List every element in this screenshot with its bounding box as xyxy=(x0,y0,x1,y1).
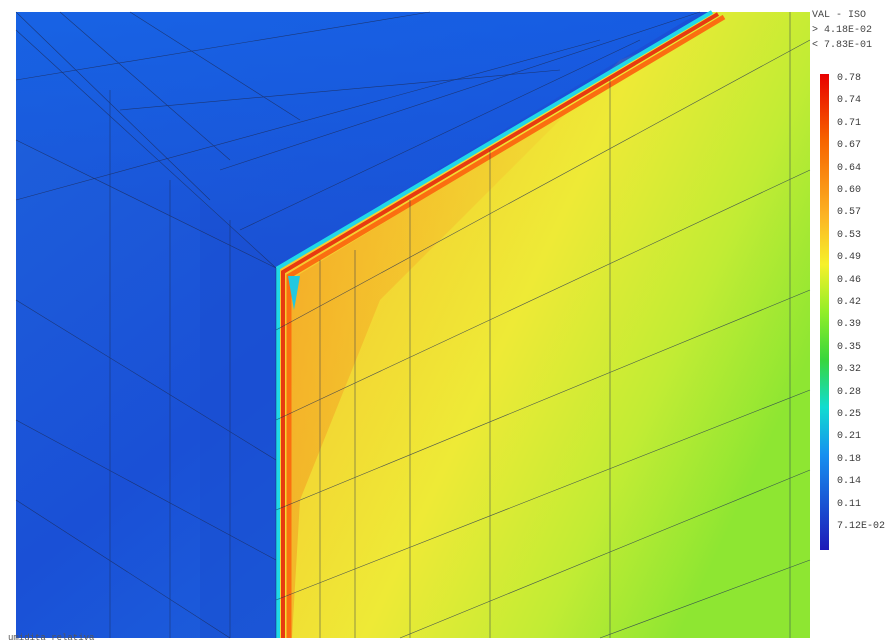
wall-region xyxy=(276,12,810,638)
legend-tick-label: 0.60 xyxy=(837,185,862,196)
legend-tick-label: 0.14 xyxy=(837,476,862,488)
legend-min: > 4.18E-02 xyxy=(812,25,873,36)
upper-exterior-shade xyxy=(16,12,700,268)
legend-header: VAL - ISO > 4.18E-02 < 7.83E-01 xyxy=(812,8,890,53)
legend-tick-label: 0.32 xyxy=(837,364,862,376)
legend-tick-label: 0.71 xyxy=(837,117,862,129)
legend-tick-label: 0.53 xyxy=(837,229,862,241)
legend-title: VAL - ISO xyxy=(812,10,867,21)
legend-tick-label: 0.18 xyxy=(837,453,862,465)
legend-tick-label: 7.12E-02 xyxy=(837,521,886,532)
legend-tick-label: 0.25 xyxy=(837,409,862,420)
legend-tick-label: 0.35 xyxy=(837,341,862,353)
legend-tick-label: 0.49 xyxy=(837,252,862,264)
legend-tick-label: 0.42 xyxy=(837,297,862,308)
legend-color-bar xyxy=(820,74,829,550)
corner-cyan-spot xyxy=(288,276,300,310)
legend-tick-label: 0.78 xyxy=(837,73,862,84)
corner-shade xyxy=(200,200,276,638)
legend-tick-label: 0.74 xyxy=(837,95,862,107)
legend-tick-label: 0.64 xyxy=(837,162,862,174)
legend-tick-label: 0.21 xyxy=(837,431,862,443)
mesh-lines xyxy=(15,11,811,639)
legend-max: < 7.83E-01 xyxy=(812,40,873,51)
edge-red-band xyxy=(281,12,720,638)
legend-tick-label: 0.57 xyxy=(837,207,862,219)
legend-tick-label: 0.28 xyxy=(837,386,862,398)
legend-tick-label: 0.46 xyxy=(837,274,862,286)
plot-caption: umidita relativa xyxy=(8,633,95,643)
legend-tick-label: 0.11 xyxy=(837,498,862,510)
legend-tick-label: 0.67 xyxy=(837,140,862,152)
legend-tick-label: 0.39 xyxy=(837,319,862,331)
edge-cyan-band xyxy=(276,10,714,638)
